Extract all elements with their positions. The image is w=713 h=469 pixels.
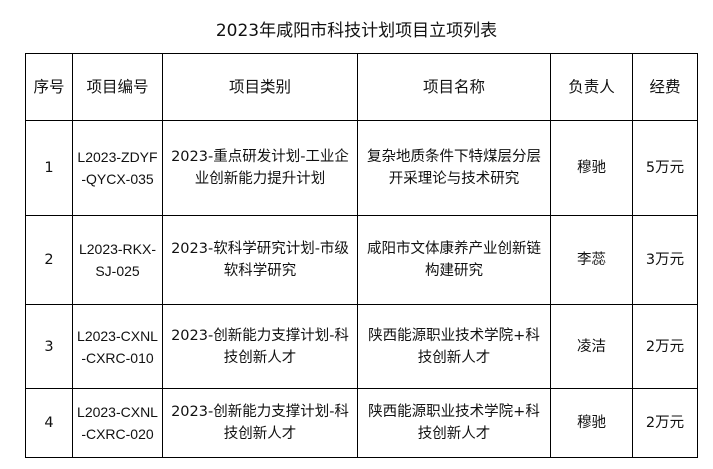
table-row: 4 L2023-CXNL-CXRC-020 2023-创新能力支撑计划-科技创新… <box>25 388 698 458</box>
cell-leader: 穆驰 <box>550 120 633 216</box>
cell-category: 2023-创新能力支撑计划-科技创新人才 <box>162 388 358 458</box>
cell-category: 2023-创新能力支撑计划-科技创新人才 <box>162 304 358 389</box>
table-row: 3 L2023-CXNL-CXRC-010 2023-创新能力支撑计划-科技创新… <box>25 304 698 389</box>
cell-seq: 3 <box>25 304 73 389</box>
cell-name: 陕西能源职业技术学院+科技创新人才 <box>357 304 551 389</box>
cell-leader: 穆驰 <box>550 388 633 458</box>
cell-name: 复杂地质条件下特煤层分层开采理论与技术研究 <box>357 120 551 216</box>
cell-code: L2023-CXNL-CXRC-020 <box>72 388 163 458</box>
cell-seq: 4 <box>25 388 73 458</box>
project-table: 序号 项目编号 项目类别 项目名称 负责人 经费 1 L2023-ZDYF-QY… <box>25 53 698 458</box>
cell-name: 陕西能源职业技术学院+科技创新人才 <box>357 388 551 458</box>
cell-category: 2023-软科学研究计划-市级软科学研究 <box>162 215 358 305</box>
cell-leader: 凌洁 <box>550 304 633 389</box>
cell-funding: 3万元 <box>632 215 698 305</box>
cell-category: 2023-重点研发计划-工业企业创新能力提升计划 <box>162 120 358 216</box>
header-leader: 负责人 <box>550 53 633 121</box>
cell-leader: 李蕊 <box>550 215 633 305</box>
header-name: 项目名称 <box>357 53 551 121</box>
cell-code: L2023-CXNL-CXRC-010 <box>72 304 163 389</box>
table-row: 2 L2023-RKX-SJ-025 2023-软科学研究计划-市级软科学研究 … <box>25 215 698 305</box>
cell-name: 咸阳市文体康养产业创新链构建研究 <box>357 215 551 305</box>
cell-seq: 2 <box>25 215 73 305</box>
table-header-row: 序号 项目编号 项目类别 项目名称 负责人 经费 <box>25 53 698 121</box>
table-row: 1 L2023-ZDYF-QYCX-035 2023-重点研发计划-工业企业创新… <box>25 120 698 216</box>
cell-code: L2023-ZDYF-QYCX-035 <box>72 120 163 216</box>
header-code: 项目编号 <box>72 53 163 121</box>
cell-funding: 5万元 <box>632 120 698 216</box>
cell-seq: 1 <box>25 120 73 216</box>
page-title: 2023年咸阳市科技计划项目立项列表 <box>215 21 498 41</box>
header-funding: 经费 <box>632 53 698 121</box>
cell-funding: 2万元 <box>632 388 698 458</box>
header-seq: 序号 <box>25 53 73 121</box>
header-category: 项目类别 <box>162 53 358 121</box>
cell-code: L2023-RKX-SJ-025 <box>72 215 163 305</box>
cell-funding: 2万元 <box>632 304 698 389</box>
